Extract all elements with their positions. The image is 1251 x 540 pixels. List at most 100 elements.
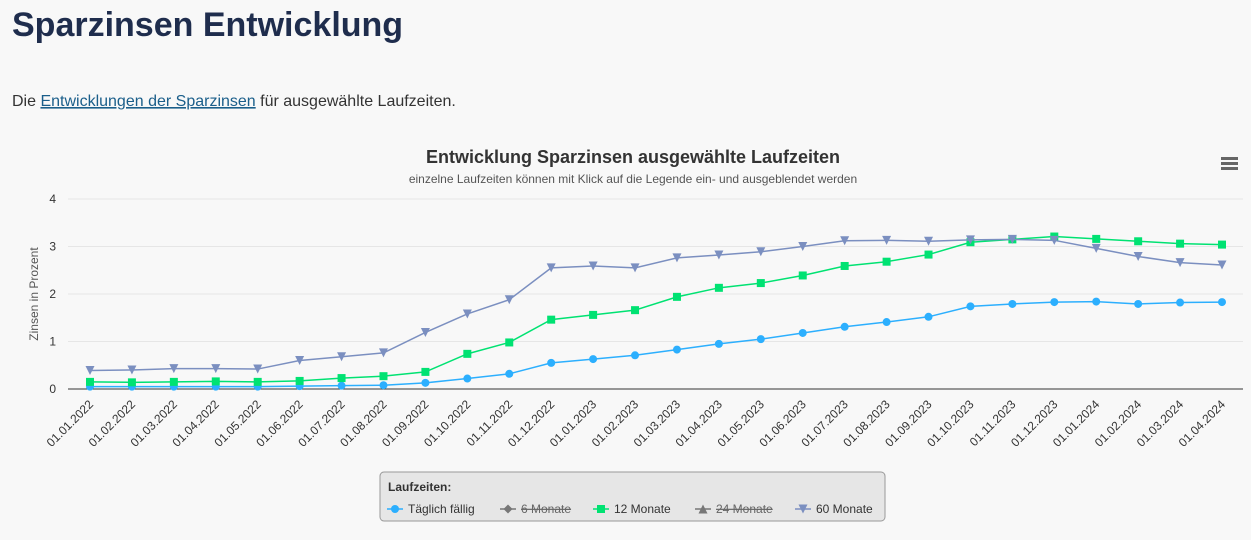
marker xyxy=(463,374,472,383)
marker xyxy=(1092,297,1101,306)
marker xyxy=(337,352,347,362)
marker xyxy=(1007,234,1017,244)
marker xyxy=(1049,235,1059,245)
intro-link[interactable]: Entwicklungen der Sparzinsen xyxy=(40,93,255,110)
y-tick-label: 4 xyxy=(49,192,56,206)
marker xyxy=(798,328,807,337)
marker xyxy=(169,377,178,386)
marker xyxy=(1133,251,1143,261)
marker xyxy=(672,253,682,263)
series-line xyxy=(89,238,1223,372)
intro-text: für ausgewählte Laufzeiten. xyxy=(256,93,456,110)
marker xyxy=(1008,299,1017,308)
legend-label: 12 Monate xyxy=(614,502,671,516)
intro-text: Die xyxy=(12,93,40,110)
menu-bar xyxy=(1221,167,1238,170)
marker xyxy=(1091,243,1101,253)
marker xyxy=(798,242,808,251)
marker xyxy=(630,263,640,273)
marker xyxy=(127,378,136,387)
marker xyxy=(337,381,346,390)
marker xyxy=(588,261,598,271)
marker xyxy=(1050,298,1059,307)
marker xyxy=(756,335,765,344)
marker xyxy=(589,355,598,364)
marker xyxy=(597,505,605,513)
marker xyxy=(504,295,514,305)
marker xyxy=(698,504,708,514)
marker xyxy=(505,338,514,347)
marker xyxy=(840,322,849,331)
marker xyxy=(295,376,304,385)
legend-label: 60 Monate xyxy=(816,502,873,516)
marker xyxy=(379,381,388,390)
marker xyxy=(1176,239,1185,248)
marker xyxy=(211,364,221,374)
marker xyxy=(547,315,556,324)
marker xyxy=(1176,298,1185,307)
marker xyxy=(714,283,723,292)
marker xyxy=(379,372,388,381)
marker xyxy=(798,504,808,514)
legend-item[interactable]: 60 Monate xyxy=(795,502,873,516)
marker xyxy=(756,279,765,288)
marker xyxy=(421,378,430,387)
marker xyxy=(840,236,850,246)
marker xyxy=(391,505,399,513)
marker xyxy=(253,364,263,374)
marker xyxy=(1218,240,1226,249)
marker xyxy=(421,367,430,376)
legend-item[interactable]: 6 Monate xyxy=(500,502,571,516)
marker xyxy=(463,349,472,358)
marker xyxy=(714,250,724,260)
marker xyxy=(462,309,472,319)
marker xyxy=(798,271,807,280)
marker xyxy=(882,257,891,266)
marker xyxy=(1175,258,1185,268)
marker xyxy=(86,377,94,386)
menu-bar xyxy=(1221,162,1238,165)
marker xyxy=(503,504,513,514)
marker xyxy=(924,312,933,321)
marker xyxy=(253,377,262,386)
series-line xyxy=(89,235,1223,384)
marker xyxy=(756,247,766,257)
chart-subtitle: einzelne Laufzeiten können mit Klick auf… xyxy=(409,172,857,186)
y-axis-label: Zinsen in Prozent xyxy=(27,247,41,341)
y-tick-label: 3 xyxy=(49,240,56,254)
marker xyxy=(882,235,892,245)
marker xyxy=(924,250,933,259)
marker xyxy=(1217,260,1227,270)
marker xyxy=(714,339,723,348)
marker xyxy=(337,374,346,383)
marker xyxy=(1218,298,1226,307)
legend-title: Laufzeiten: xyxy=(388,480,451,494)
marker xyxy=(924,236,934,246)
chart-title: Entwicklung Sparzinsen ausgewählte Laufz… xyxy=(426,147,840,167)
menu-button[interactable] xyxy=(1221,157,1238,170)
legend-item[interactable]: Täglich fällig xyxy=(387,502,475,516)
marker xyxy=(589,310,598,319)
page-title: Sparzinsen Entwicklung xyxy=(12,6,403,44)
marker xyxy=(1092,234,1101,243)
marker xyxy=(547,358,556,367)
marker xyxy=(420,327,430,337)
menu-bar xyxy=(1221,157,1238,160)
legend-item[interactable]: 12 Monate xyxy=(593,502,671,516)
marker xyxy=(840,261,849,270)
marker xyxy=(672,292,681,301)
marker xyxy=(882,318,891,327)
series-line xyxy=(90,300,1223,388)
marker xyxy=(211,377,220,386)
marker xyxy=(965,235,975,245)
legend-label: 24 Monate xyxy=(716,502,773,516)
marker xyxy=(127,365,137,375)
y-tick-label: 1 xyxy=(49,335,56,349)
marker xyxy=(546,263,556,273)
intro: Die Entwicklungen der Sparzinsen für aus… xyxy=(12,93,456,110)
marker xyxy=(169,364,179,374)
legend-item[interactable]: 24 Monate xyxy=(695,502,773,516)
legend-label: Täglich fällig xyxy=(408,502,475,516)
